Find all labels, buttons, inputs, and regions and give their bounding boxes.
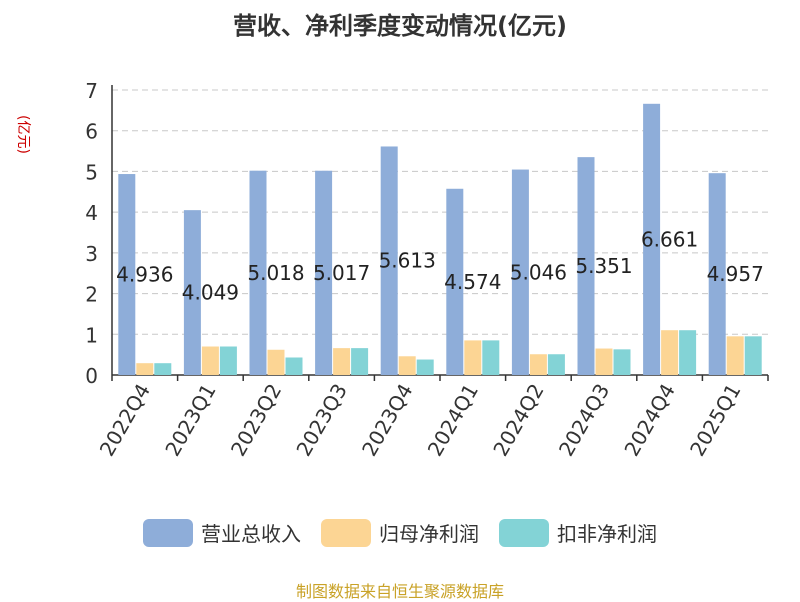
bar-net-profit: [333, 348, 351, 375]
legend-label-revenue: 营业总收入: [201, 522, 301, 546]
bar-deducted-profit: [219, 346, 237, 375]
bar-deducted-profit: [154, 363, 172, 375]
bar-deducted-profit: [744, 336, 762, 375]
data-source-note: 制图数据来自恒生聚源数据库: [295, 582, 504, 601]
bar-net-profit: [201, 346, 219, 375]
bar-revenue: [118, 174, 136, 375]
bar-deducted-profit: [613, 349, 631, 375]
bar-revenue: [380, 146, 398, 375]
bar-net-profit: [267, 349, 285, 375]
bar-net-profit: [464, 340, 482, 375]
legend-item-net-profit[interactable]: 归母净利润: [321, 518, 479, 547]
data-label-revenue: 5.018: [247, 261, 304, 285]
legend-swatch-net-profit: [321, 518, 371, 547]
legend-item-deducted-profit[interactable]: 扣非净利润: [499, 518, 657, 547]
bar-net-profit: [136, 363, 154, 375]
legend-item-revenue[interactable]: 营业总收入: [143, 518, 301, 547]
data-label-revenue: 5.017: [313, 261, 370, 285]
bar-revenue: [511, 169, 529, 375]
data-label-revenue: 4.574: [444, 270, 501, 294]
bar-net-profit: [398, 356, 416, 375]
bar-net-profit: [726, 336, 744, 375]
bar-revenue: [249, 170, 267, 375]
bar-revenue: [708, 173, 726, 375]
x-tick-label: 2024Q2: [488, 380, 548, 461]
bar-deducted-profit: [679, 330, 697, 375]
bar-deducted-profit: [482, 340, 500, 375]
data-label-revenue: 4.936: [116, 263, 173, 287]
bar-net-profit: [529, 354, 547, 375]
legend: 营业总收入 归母净利润 扣非净利润: [0, 518, 800, 547]
bar-revenue: [183, 210, 201, 375]
y-tick-label: 6: [85, 120, 98, 144]
x-tick-label: 2024Q3: [554, 380, 614, 461]
legend-swatch-revenue: [143, 518, 193, 547]
data-label-revenue: 6.661: [641, 227, 698, 251]
x-tick-label: 2023Q1: [160, 380, 220, 461]
x-tick-label: 2025Q1: [685, 380, 745, 461]
legend-label-deducted-profit: 扣非净利润: [557, 522, 657, 546]
bar-revenue: [446, 188, 464, 375]
y-tick-label: 5: [85, 160, 98, 184]
data-label-revenue: 4.049: [182, 281, 239, 305]
y-tick-label: 0: [85, 364, 98, 388]
bar-revenue: [577, 157, 595, 375]
x-tick-label: 2024Q1: [423, 380, 483, 461]
legend-label-net-profit: 归母净利润: [379, 522, 479, 546]
bar-revenue: [643, 103, 661, 376]
y-tick-label: 7: [85, 79, 98, 103]
x-tick-label: 2024Q4: [619, 380, 679, 461]
bar-deducted-profit: [351, 348, 369, 375]
y-tick-label: 1: [85, 323, 98, 347]
x-tick-label: 2023Q2: [226, 380, 286, 461]
bar-deducted-profit: [547, 354, 565, 375]
legend-swatch-deducted-profit: [499, 518, 549, 547]
x-tick-label: 2023Q4: [357, 380, 417, 461]
bar-deducted-profit: [285, 357, 303, 375]
y-tick-label: 2: [85, 283, 98, 307]
bar-net-profit: [595, 348, 613, 375]
chart-title: 营收、净利季度变动情况(亿元): [233, 12, 567, 40]
bar-revenue: [315, 170, 333, 375]
data-label-revenue: 5.046: [510, 260, 567, 284]
y-tick-label: 3: [85, 242, 98, 266]
bar-net-profit: [661, 330, 679, 375]
x-tick-label: 2022Q4: [95, 380, 155, 461]
data-label-revenue: 5.613: [379, 249, 436, 273]
x-tick-label: 2023Q3: [291, 380, 351, 461]
data-label-revenue: 5.351: [575, 254, 632, 278]
bar-deducted-profit: [416, 359, 434, 375]
data-label-revenue: 4.957: [707, 262, 764, 286]
y-tick-label: 4: [85, 201, 98, 225]
